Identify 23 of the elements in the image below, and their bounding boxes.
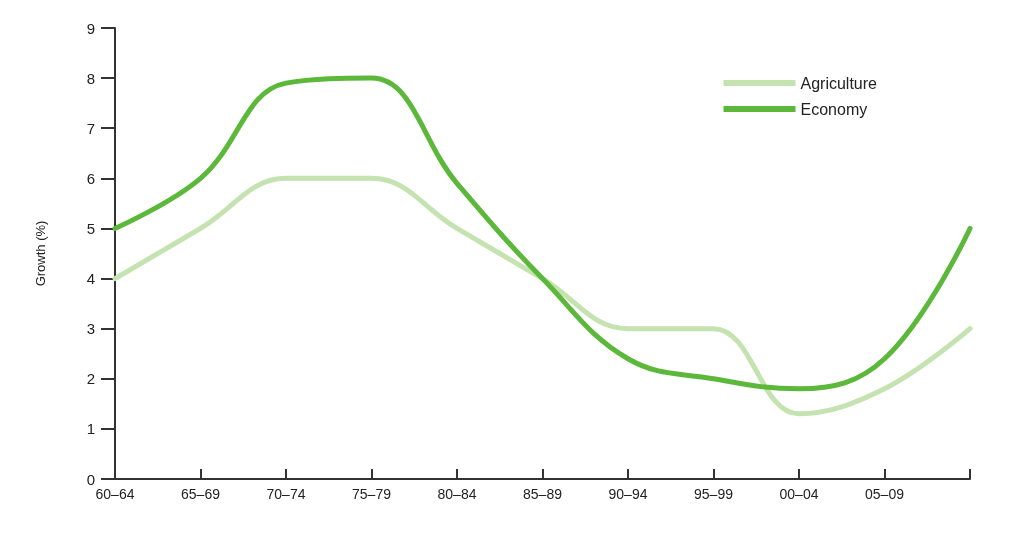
x-tick-label: 90–94 [608,486,648,502]
y-tick-label: 8 [86,69,95,87]
x-tick-label: 80–84 [437,486,477,502]
x-tick-label: 05–09 [865,486,905,502]
x-tick-label: 00–04 [779,486,819,502]
x-tick-label: 75–79 [352,486,392,502]
legend-label: Economy [800,100,868,118]
y-tick-label: 1 [86,420,95,438]
x-tick-label: 70–74 [266,486,306,502]
y-tick-label: 6 [86,169,95,187]
x-tick-label: 85–89 [523,486,563,502]
y-axis-title: Growth (%) [33,220,48,287]
y-tick-label: 9 [86,19,95,37]
legend-label: Agriculture [800,74,878,92]
y-tick-label: 3 [86,320,95,338]
y-tick-label: 0 [86,470,95,488]
x-tick-label: 60–64 [95,486,135,502]
y-tick-label: 5 [86,219,95,237]
x-tick-label: 65–69 [181,486,221,502]
y-tick-label: 2 [86,370,95,388]
x-tick-label: 95–99 [694,486,734,502]
y-tick-label: 4 [86,270,95,288]
y-tick-label: 7 [86,119,95,137]
